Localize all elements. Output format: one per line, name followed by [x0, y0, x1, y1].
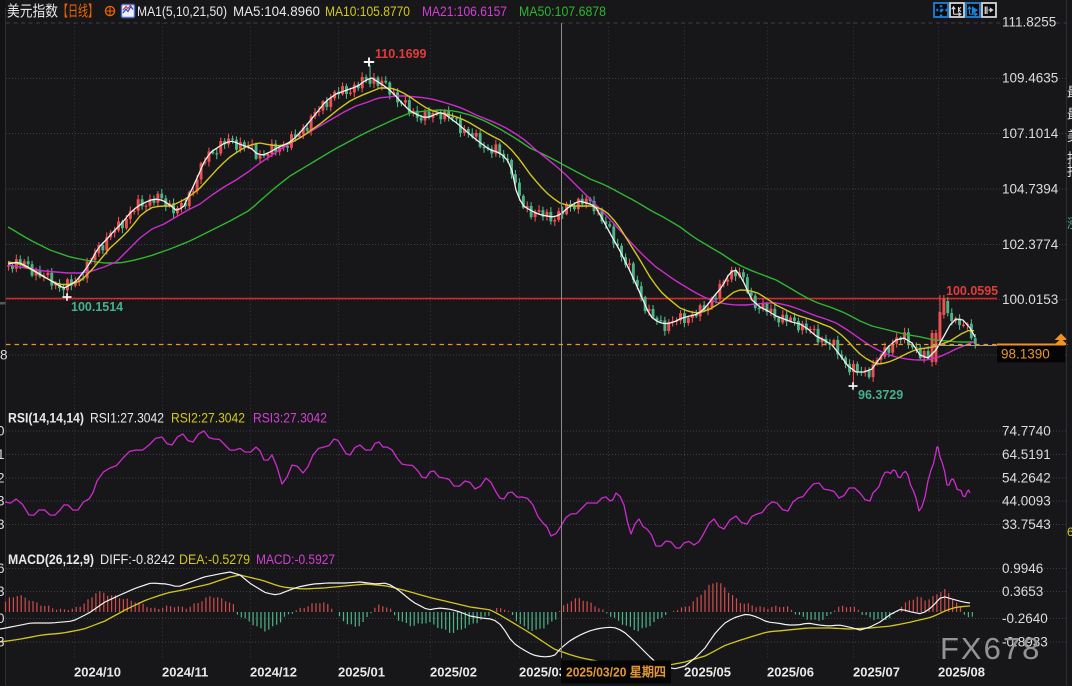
svg-text:33.7543: 33.7543: [0, 517, 5, 532]
svg-text:96.3729: 96.3729: [858, 388, 903, 402]
svg-text:-0.8933: -0.8933: [1002, 635, 1048, 650]
svg-text:MA1(5,10,21,50): MA1(5,10,21,50): [137, 3, 227, 19]
svg-text:【日线】: 【日线】: [58, 3, 98, 20]
svg-text:0.3653: 0.3653: [1002, 584, 1043, 599]
svg-text:MA5:104.8960: MA5:104.8960: [233, 3, 320, 19]
svg-text:109.4635: 109.4635: [1002, 71, 1058, 86]
svg-text:最: 最: [1067, 85, 1072, 100]
svg-text:44.0093: 44.0093: [1002, 494, 1051, 509]
svg-text:98.1390: 98.1390: [1001, 347, 1050, 362]
svg-text:2024/10: 2024/10: [74, 665, 121, 680]
svg-text:MA10:105.8770: MA10:105.8770: [325, 3, 410, 19]
svg-text:DIFF:-0.8242: DIFF:-0.8242: [100, 552, 175, 567]
svg-text:MACD(26,12,9): MACD(26,12,9): [8, 552, 94, 567]
svg-text:102.3774: 102.3774: [1002, 237, 1059, 252]
svg-text:报: 报: [1067, 164, 1072, 179]
svg-text:2025/07: 2025/07: [853, 665, 900, 680]
svg-text:2025/01: 2025/01: [338, 665, 385, 680]
svg-text:2024/11: 2024/11: [162, 665, 208, 680]
svg-text:104.7394: 104.7394: [1002, 182, 1059, 197]
svg-text:DEA:-0.5279: DEA:-0.5279: [179, 552, 250, 567]
svg-text:涨: 涨: [1067, 216, 1072, 231]
svg-text:0.9946: 0.9946: [1002, 561, 1043, 576]
svg-text:6: 6: [1067, 525, 1072, 539]
svg-text:2025/03/20 星期四: 2025/03/20 星期四: [566, 665, 666, 680]
svg-text:RSI1:27.3042: RSI1:27.3042: [90, 411, 164, 426]
svg-text:2025/08: 2025/08: [938, 665, 985, 680]
svg-text:54.2642: 54.2642: [1002, 471, 1051, 486]
svg-text:RSI(14,14,14): RSI(14,14,14): [8, 411, 84, 426]
svg-text:74.7740: 74.7740: [1002, 424, 1051, 439]
svg-text:2025/02: 2025/02: [430, 665, 477, 680]
svg-text:RSI2:27.3042: RSI2:27.3042: [171, 411, 245, 426]
svg-text:100.0153: 100.0153: [1002, 292, 1058, 307]
svg-text:2024/12: 2024/12: [250, 665, 297, 680]
svg-text:100.1514: 100.1514: [71, 300, 123, 314]
svg-text:44.0093: 44.0093: [0, 494, 5, 509]
svg-text:0.3653: 0.3653: [0, 584, 5, 599]
svg-text:-0.2640: -0.2640: [0, 611, 5, 626]
svg-text:0.9946: 0.9946: [0, 561, 5, 576]
svg-text:2025/03: 2025/03: [519, 665, 566, 680]
svg-text:-0.8933: -0.8933: [0, 635, 5, 650]
svg-text:MA50:107.6878: MA50:107.6878: [519, 3, 606, 19]
svg-text:64.5191: 64.5191: [0, 447, 5, 462]
svg-text:美元指数: 美元指数: [7, 3, 58, 20]
svg-text:MA21:106.6157: MA21:106.6157: [422, 3, 507, 19]
svg-text:33.7543: 33.7543: [1002, 517, 1051, 532]
svg-text:MACD:-0.5927: MACD:-0.5927: [256, 552, 335, 567]
svg-text:RSI3:27.3042: RSI3:27.3042: [253, 411, 327, 426]
svg-text:64.5191: 64.5191: [1002, 447, 1051, 462]
svg-text:美: 美: [1067, 129, 1072, 144]
svg-text:74.7740: 74.7740: [0, 424, 5, 439]
svg-text:110.1699: 110.1699: [375, 47, 426, 61]
svg-text:100.0595: 100.0595: [946, 284, 998, 298]
svg-text:2025/05: 2025/05: [684, 665, 731, 680]
svg-text:FX678: FX678: [940, 631, 1041, 666]
svg-text:最: 最: [1067, 107, 1072, 122]
svg-text:111.8255: 111.8255: [1002, 15, 1056, 30]
svg-text:107.1014: 107.1014: [1002, 126, 1059, 141]
svg-text:指: 指: [1067, 151, 1072, 166]
svg-text:2025/06: 2025/06: [767, 665, 814, 680]
svg-text:54.2642: 54.2642: [0, 471, 5, 486]
svg-text:8: 8: [0, 348, 8, 363]
svg-text:-0.2640: -0.2640: [1002, 611, 1048, 626]
